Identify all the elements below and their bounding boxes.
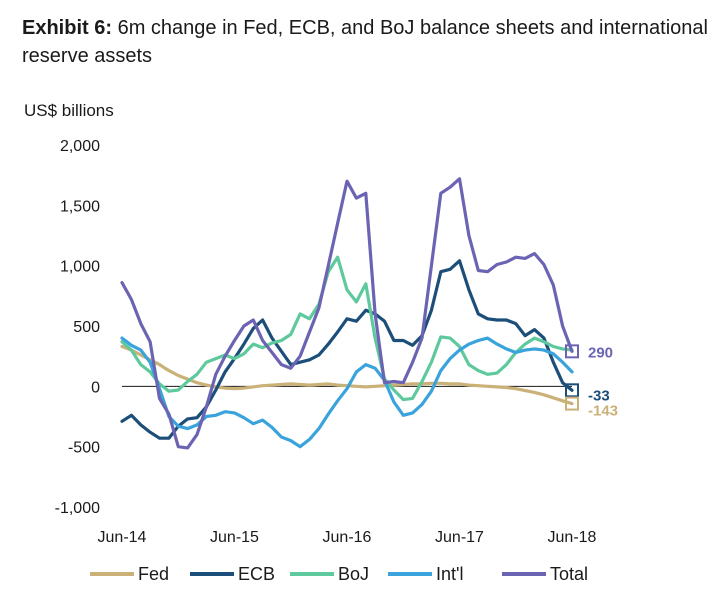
line-chart: US$ billions 2,000 1,500 1,000 500 0 -500 -1,0… bbox=[24, 101, 618, 546]
series-lines bbox=[120, 177, 574, 450]
end-value-label: 290 bbox=[588, 344, 613, 361]
end-value-label: -33 bbox=[588, 387, 610, 404]
end-marker-fed bbox=[565, 396, 579, 411]
legend-swatch bbox=[190, 572, 234, 576]
end-value-label: -143 bbox=[588, 403, 618, 420]
y-tick-label: 2,000 bbox=[60, 138, 100, 155]
legend-swatch bbox=[290, 572, 334, 576]
y-tick-label: 500 bbox=[73, 319, 100, 336]
legend-label: BoJ bbox=[338, 563, 370, 584]
y-axis-label: US$ billions bbox=[24, 101, 114, 120]
legend-item: Total bbox=[502, 560, 588, 588]
x-axis-ticks: Jun-14 Jun-15 Jun-16 Jun-17 Jun-18 bbox=[98, 529, 597, 546]
legend-swatch bbox=[388, 572, 432, 576]
exhibit-label: Exhibit 6: bbox=[22, 17, 113, 39]
series-line-intl bbox=[120, 336, 574, 449]
legend: Fed ECB BoJ Int'l Total bbox=[90, 560, 690, 588]
series-line-total bbox=[120, 177, 574, 450]
y-tick-label: 1,000 bbox=[60, 259, 100, 276]
legend-label: Int'l bbox=[436, 563, 464, 584]
exhibit-title-text: 6m change in Fed, ECB, and BoJ balance s… bbox=[22, 17, 708, 67]
y-tick-label: 1,500 bbox=[60, 198, 100, 215]
legend-item: ECB bbox=[190, 560, 275, 588]
legend-item: Int'l bbox=[388, 560, 463, 588]
series-line-boj bbox=[120, 255, 574, 402]
x-tick-label: Jun-14 bbox=[98, 529, 147, 546]
x-tick-label: Jun-18 bbox=[548, 529, 597, 546]
legend-item: Fed bbox=[90, 560, 169, 588]
legend-swatch bbox=[502, 572, 546, 576]
x-tick-label: Jun-16 bbox=[323, 529, 372, 546]
end-marker-ecb bbox=[565, 383, 579, 398]
y-tick-label: -500 bbox=[68, 440, 100, 457]
legend-item: BoJ bbox=[290, 560, 369, 588]
y-axis-ticks: 2,000 1,500 1,000 500 0 -500 -1,000 bbox=[55, 138, 100, 517]
x-tick-label: Jun-15 bbox=[210, 529, 259, 546]
legend-label: Total bbox=[550, 563, 589, 584]
x-tick-label: Jun-17 bbox=[435, 529, 484, 546]
end-marker-total bbox=[565, 344, 579, 359]
legend-label: ECB bbox=[238, 563, 276, 584]
legend-label: Fed bbox=[138, 563, 170, 584]
legend-swatch bbox=[90, 572, 134, 576]
series-line-fed bbox=[120, 344, 574, 406]
y-tick-label: 0 bbox=[91, 379, 100, 396]
series-line-ecb bbox=[120, 259, 574, 440]
y-tick-label: -1,000 bbox=[55, 500, 100, 517]
chart-title: Exhibit 6: 6m change in Fed, ECB, and Bo… bbox=[22, 14, 712, 70]
end-markers: 290 -33-143 bbox=[565, 344, 618, 420]
